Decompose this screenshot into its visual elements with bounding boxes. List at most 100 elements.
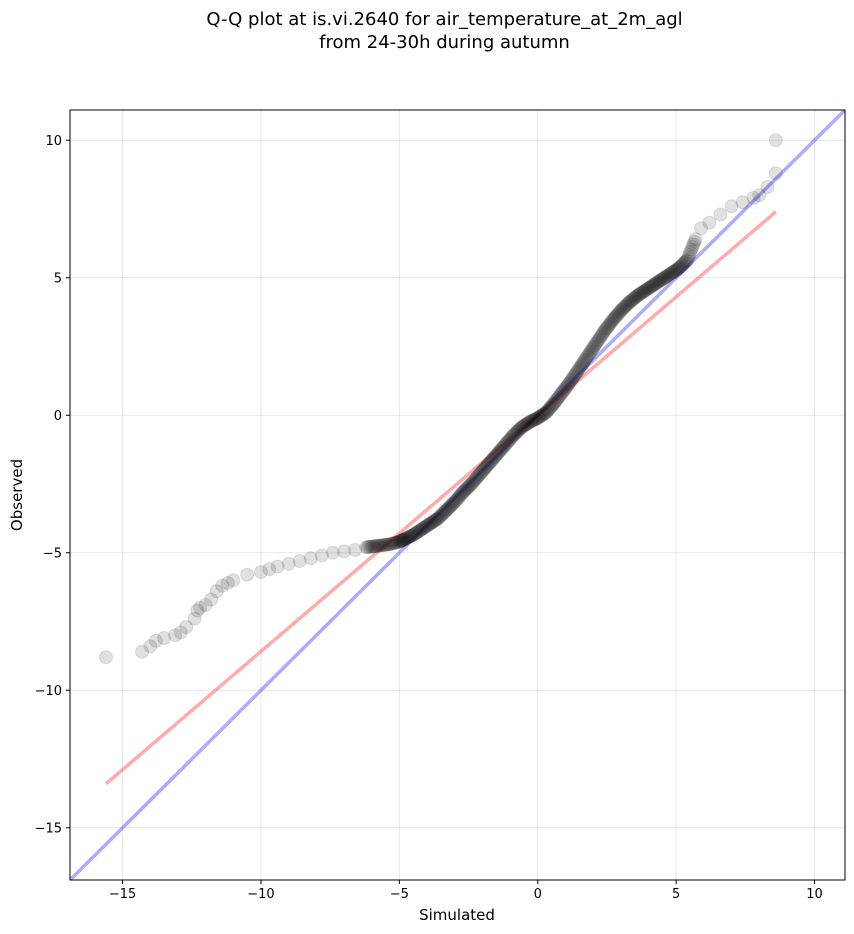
quantile-point: [373, 538, 387, 553]
quantile-point: [489, 448, 504, 463]
quantile-point: [532, 409, 547, 424]
quantile-point: [552, 389, 567, 403]
quantile-point: [567, 369, 582, 384]
quantile-point: [592, 332, 607, 347]
quantile-point: [502, 432, 517, 447]
quantile-point: [452, 488, 467, 503]
quantile-point: [558, 380, 573, 395]
quantile-point: [187, 611, 202, 626]
quantile-point: [514, 420, 529, 435]
quantile-point: [642, 280, 657, 295]
quantile-point: [411, 524, 426, 539]
quantile-point: [585, 341, 600, 356]
quantile-point: [446, 495, 461, 510]
quantile-point: [325, 545, 340, 560]
quantile-point: [442, 500, 457, 515]
quantile-point: [453, 487, 468, 502]
quantile-point: [492, 444, 507, 459]
quantile-point: [588, 336, 603, 351]
quantile-point: [436, 506, 451, 521]
quantile-point: [418, 519, 433, 534]
quantile-point: [417, 520, 432, 535]
quantile-point: [521, 415, 536, 430]
quantile-point: [384, 536, 399, 551]
quantile-point: [360, 540, 375, 555]
quantile-point: [583, 344, 598, 359]
quantile-point: [504, 430, 519, 445]
quantile-point: [599, 321, 614, 336]
quantile-point: [529, 411, 544, 426]
quantile-point: [385, 536, 400, 551]
quantile-point: [596, 325, 611, 340]
quantile-point: [467, 473, 482, 488]
quantile-point: [615, 301, 630, 316]
quantile-point: [429, 512, 444, 527]
quantile-point: [450, 491, 465, 506]
quantile-point: [577, 353, 592, 368]
quantile-point: [410, 525, 425, 540]
quantile-points: [98, 133, 783, 665]
quantile-point: [390, 535, 405, 550]
quantile-point: [735, 195, 750, 210]
quantile-point: [526, 413, 541, 428]
chart-title: Q-Q plot at is.vi.2640 for air_temperatu…: [0, 8, 854, 54]
quantile-point: [364, 539, 379, 554]
quantile-point: [675, 258, 690, 273]
quantile-point: [262, 562, 277, 577]
quantile-point: [628, 290, 643, 305]
quantile-point: [571, 363, 586, 378]
quantile-point: [190, 603, 205, 618]
quantile-point: [676, 257, 691, 271]
quantile-point: [456, 485, 471, 500]
quantile-point: [659, 269, 674, 284]
quantile-point: [559, 379, 574, 394]
quantile-point: [629, 289, 644, 304]
quantile-point: [226, 573, 241, 588]
quantile-point: [640, 281, 655, 296]
quantile-point: [546, 397, 561, 412]
quantile-point: [460, 481, 475, 496]
quantile-point: [606, 312, 621, 327]
quantile-point: [598, 323, 613, 337]
quantile-point: [621, 296, 636, 311]
quantile-point: [645, 278, 660, 293]
quantile-point: [405, 528, 420, 543]
chart-title-line2: from 24-30h during autumn: [319, 32, 570, 53]
quantile-point: [377, 538, 392, 553]
quantile-point: [426, 514, 441, 529]
quantile-point: [490, 446, 505, 461]
quantile-point: [395, 533, 410, 548]
quantile-point: [724, 199, 739, 214]
quantile-point: [530, 411, 545, 425]
quantile-point: [637, 283, 652, 298]
quantile-point: [173, 625, 188, 640]
quantile-point: [565, 372, 580, 387]
quantile-point: [382, 537, 397, 552]
quantile-point: [348, 543, 363, 557]
quantile-point: [428, 513, 443, 528]
reference-lines: [70, 110, 845, 880]
y-tick-label: −15: [35, 821, 62, 836]
quantile-point: [472, 467, 487, 482]
quantile-point: [702, 215, 717, 230]
quantile-point: [421, 517, 436, 532]
quantile-point: [656, 271, 671, 286]
quantile-point: [658, 270, 673, 285]
quantile-point: [568, 367, 583, 382]
quantile-point: [678, 254, 693, 269]
quantile-point: [562, 375, 577, 390]
quantile-point: [475, 463, 490, 478]
quantile-point: [768, 133, 783, 148]
quantile-point: [477, 461, 492, 476]
quantile-point: [483, 455, 498, 470]
quantile-point: [491, 445, 506, 460]
quantile-point: [143, 639, 158, 654]
quantile-point: [685, 239, 700, 254]
x-tick-label: −5: [390, 887, 409, 902]
quantile-point: [484, 454, 499, 469]
quantile-point: [516, 419, 531, 434]
quantile-point: [389, 535, 404, 550]
quantile-point: [485, 452, 500, 467]
quantile-point: [670, 261, 685, 276]
quantile-point: [408, 526, 423, 541]
